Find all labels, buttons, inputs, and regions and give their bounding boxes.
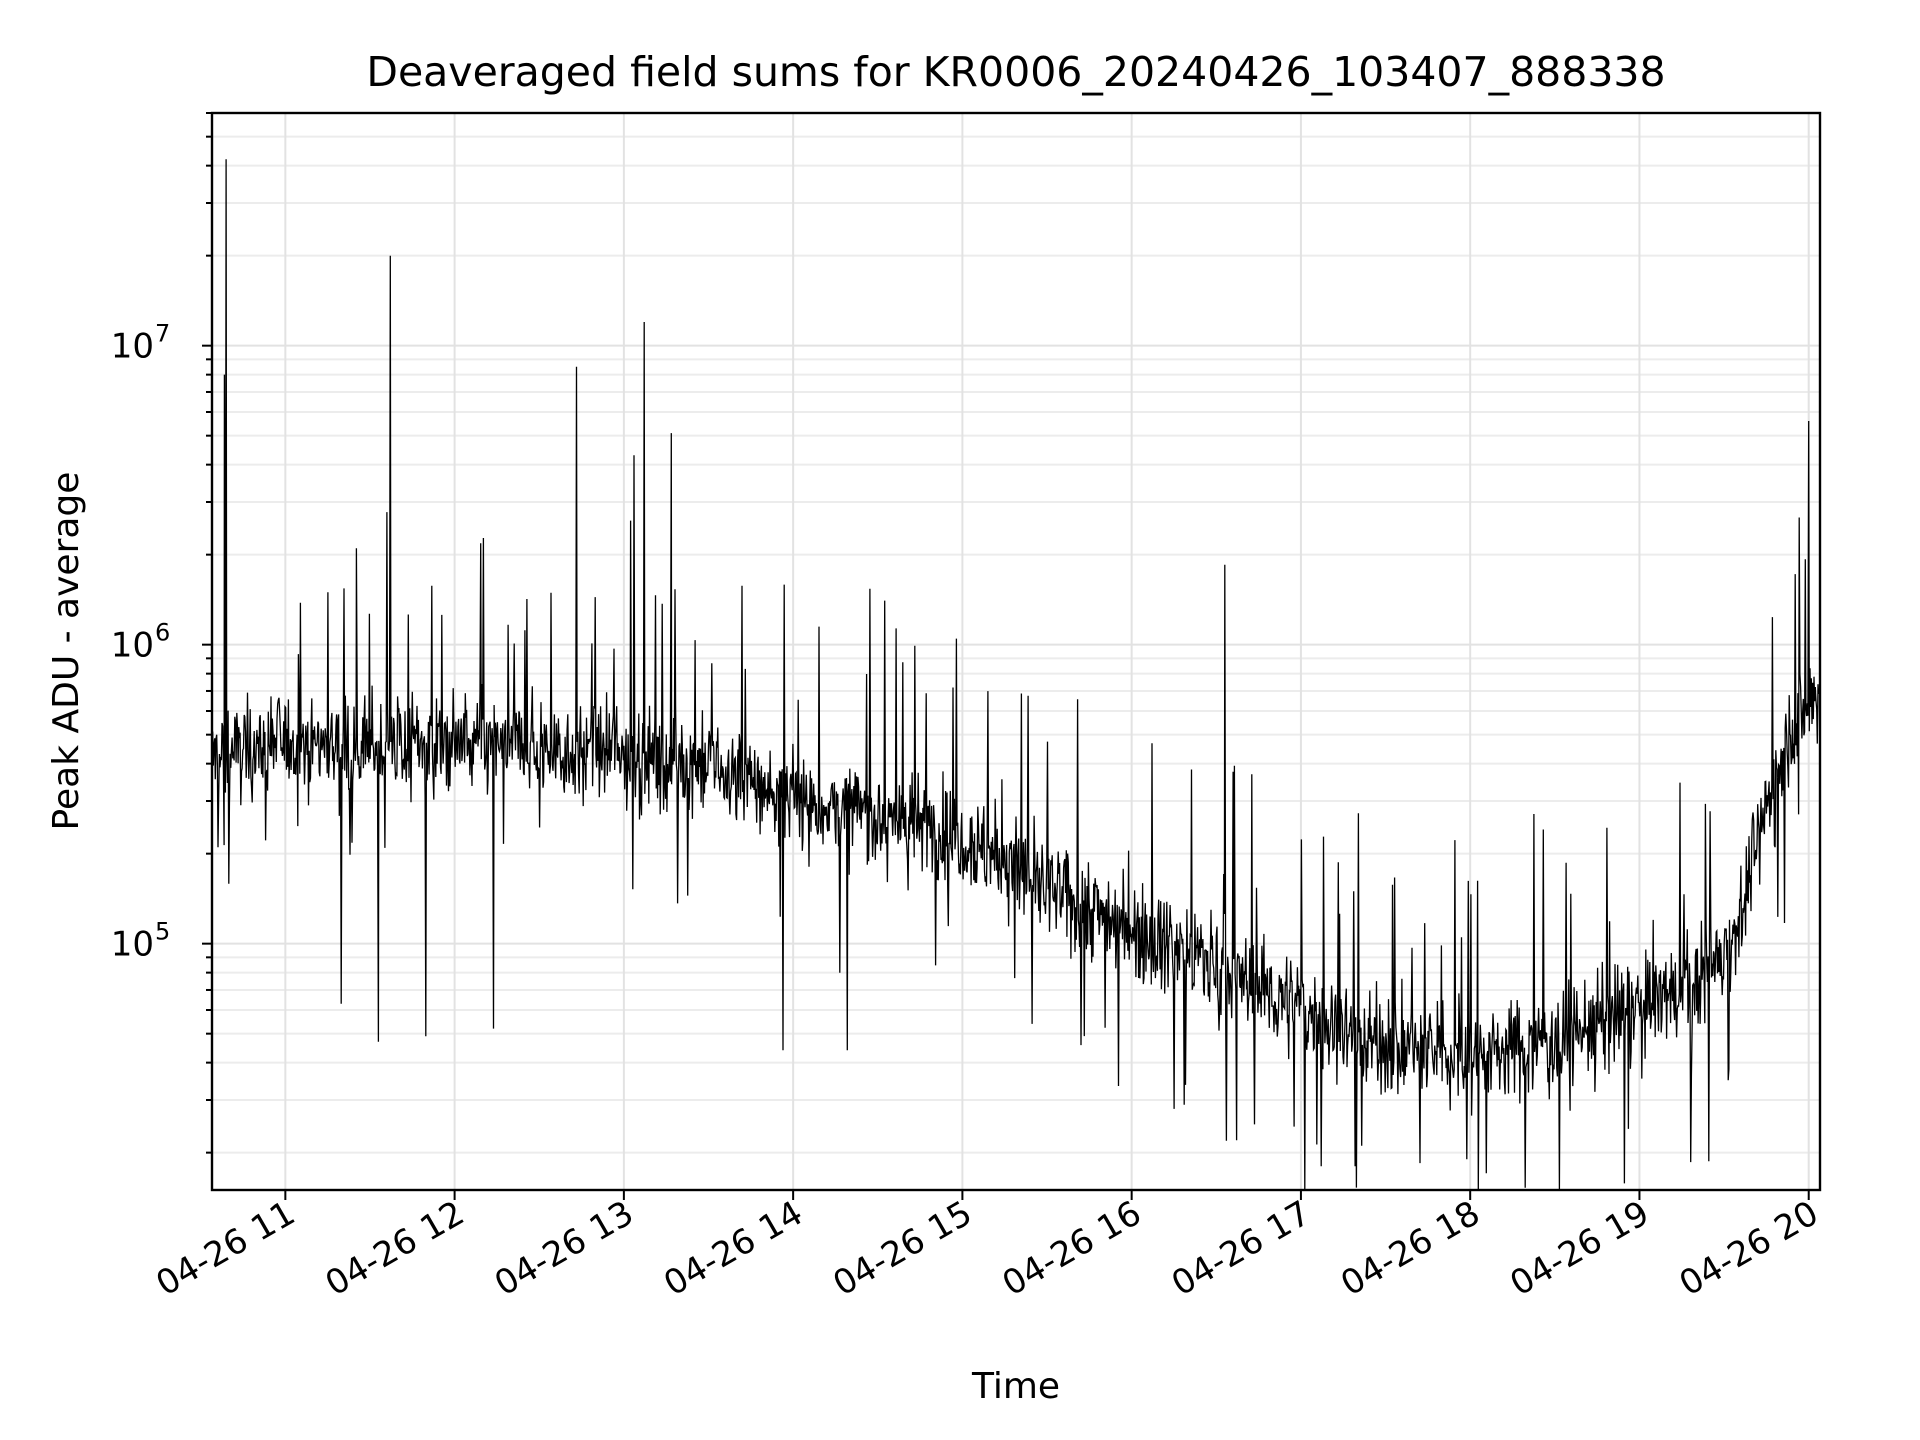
x-tick-label: 04-26 11	[149, 1193, 301, 1304]
y-tick-label-exponent: 7	[155, 320, 170, 348]
x-tick-label: 04-26 13	[488, 1193, 640, 1304]
x-tick-label: 04-26 16	[996, 1193, 1148, 1304]
y-tick-label-base: 10	[111, 626, 154, 666]
x-tick-label: 04-26 12	[319, 1193, 471, 1304]
x-axis: 04-26 11 04-26 12 04-26 13 04-26 14 04-26 15…	[149, 1190, 1825, 1304]
y-tick-label-exponent: 5	[155, 918, 170, 946]
y-tick-label-base: 10	[111, 327, 154, 367]
y-axis-label: Peak ADU - average	[46, 472, 87, 831]
y-tick-label: 10	[111, 626, 154, 666]
x-tick-label: 04-26 18	[1334, 1193, 1486, 1304]
x-tick-label: 04-26 14	[657, 1193, 809, 1304]
y-tick-label: 10	[111, 327, 154, 367]
plot-frame	[210, 111, 1822, 1192]
x-tick-label: 04-26 15	[827, 1193, 979, 1304]
y-tick-label-exponent: 6	[155, 619, 170, 647]
y-tick-label-base: 10	[111, 925, 154, 965]
y-tick-label: 10	[111, 925, 154, 965]
x-tick-label: 04-26 19	[1504, 1193, 1656, 1304]
x-tick-label: 04-26 20	[1673, 1193, 1825, 1304]
series-group	[211, 159, 1821, 1191]
x-tick-label: 04-26 17	[1165, 1193, 1317, 1304]
series-line	[211, 159, 1821, 1191]
chart-title: Deaveraged field sums for KR0006_2024042…	[366, 48, 1665, 96]
x-axis-label: Time	[971, 1366, 1060, 1407]
